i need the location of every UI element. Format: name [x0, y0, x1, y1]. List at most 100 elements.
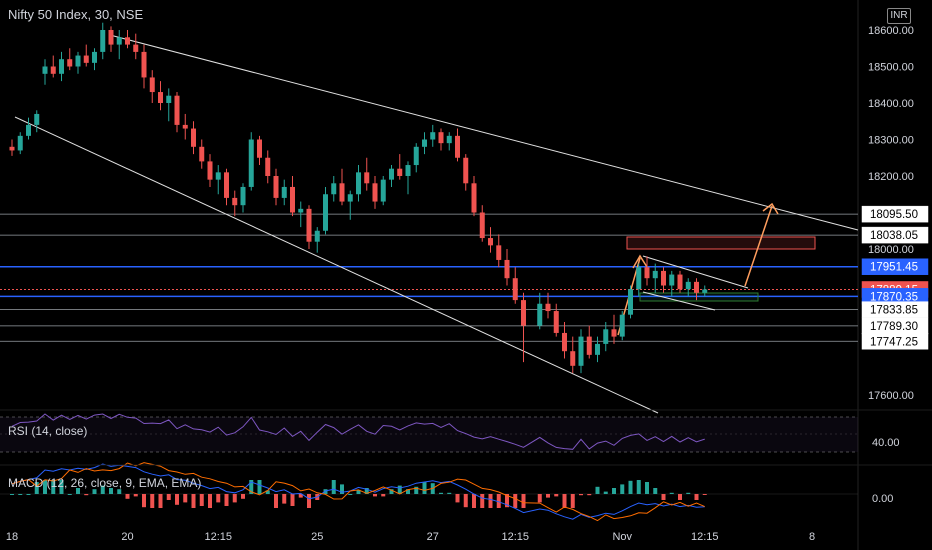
macd-histogram-bar: [199, 494, 204, 506]
candle-body: [512, 278, 518, 301]
candle-body: [125, 37, 130, 45]
macd-histogram-bar: [373, 494, 377, 497]
candle-body: [521, 300, 526, 326]
macd-histogram-bar: [241, 494, 245, 499]
y-tick-label: 18300.00: [868, 135, 914, 147]
macd-histogram-bar: [661, 494, 666, 500]
candle-body: [537, 303, 543, 326]
macd-histogram-bar: [636, 480, 641, 494]
y-tick-label: 18400.00: [868, 98, 914, 110]
price-badge: [861, 258, 929, 275]
macd-histogram-bar: [298, 494, 303, 498]
candle-body: [42, 66, 48, 74]
macd-histogram-bar: [554, 494, 559, 497]
candle-body: [578, 336, 584, 366]
candle-body: [603, 329, 609, 344]
flag-lower-line: [642, 291, 716, 311]
candle-body: [67, 59, 73, 67]
macd-histogram-bar: [480, 494, 485, 508]
macd-histogram-bar: [579, 494, 583, 496]
candle-body: [248, 139, 254, 187]
candle-body: [240, 186, 246, 206]
macd-histogram-bar: [100, 485, 105, 494]
macd-histogram-bar: [678, 494, 682, 500]
macd-label[interactable]: MACD (12, 26, close, 9, EMA, EMA): [8, 476, 202, 490]
candle-body: [207, 161, 213, 180]
candle-body: [273, 176, 279, 198]
macd-histogram-bar: [43, 480, 47, 494]
macd-histogram-bar: [422, 482, 427, 494]
macd-histogram-bar: [331, 480, 336, 494]
macd-histogram-bar: [290, 494, 295, 506]
candle-body: [347, 194, 353, 202]
candle-body: [611, 329, 617, 337]
macd-histogram-bar: [51, 480, 56, 494]
candle-body: [149, 77, 155, 93]
macd-histogram-bar: [537, 494, 542, 503]
macd-histogram-bar: [26, 494, 31, 495]
macd-histogram-bar: [18, 494, 23, 495]
candle-body: [397, 168, 403, 176]
macd-histogram-bar: [406, 489, 410, 494]
macd-histogram-bar: [686, 492, 691, 494]
candle-body: [265, 157, 271, 176]
macd-histogram-bar: [389, 489, 394, 494]
macd-histogram-bar: [257, 480, 262, 494]
candle-body: [595, 343, 600, 355]
macd-histogram-bar: [109, 488, 113, 494]
macd-histogram-bar: [150, 494, 155, 508]
macd-histogram-bar: [521, 494, 526, 508]
candle-body: [463, 157, 469, 184]
macd-histogram-bar: [414, 486, 419, 494]
candle-body: [669, 274, 675, 286]
macd-histogram-bar: [265, 490, 270, 494]
macd-histogram-bar: [142, 494, 146, 508]
macd-histogram-bar: [10, 494, 14, 495]
lower-trendline: [14, 116, 659, 414]
macd-histogram-bar: [92, 489, 97, 494]
x-tick-label: 12:15: [204, 531, 232, 543]
candle-body: [59, 59, 64, 74]
candle-body: [628, 289, 633, 315]
x-tick-label: 8: [809, 531, 815, 543]
candle-body: [92, 51, 97, 63]
macd-histogram-bar: [496, 494, 501, 508]
macd-histogram-bar: [356, 490, 361, 494]
y-tick-label: 18500.00: [868, 62, 914, 74]
macd-histogram-bar: [612, 488, 616, 494]
x-tick-label: Nov: [612, 531, 632, 543]
price-badge-label: 17870.35: [870, 291, 918, 303]
macd-histogram-bar: [397, 485, 402, 494]
rsi-value-label: 40.00: [872, 437, 900, 449]
price-badge: [861, 333, 929, 350]
macd-histogram-bar: [645, 482, 649, 494]
macd-histogram-bar: [307, 494, 311, 508]
price-badge-label: 17789.30: [870, 321, 918, 333]
macd-histogram-bar: [158, 494, 163, 508]
candle-body: [108, 30, 114, 45]
rsi-label[interactable]: RSI (14, close): [8, 424, 88, 438]
macd-histogram-bar: [282, 494, 287, 504]
candle-body: [413, 146, 419, 166]
flag-upper-line: [642, 255, 749, 289]
macd-histogram-bar: [216, 494, 221, 503]
currency-badge[interactable]: INR: [887, 8, 911, 24]
candle-body: [504, 259, 510, 279]
candle-body: [438, 132, 444, 144]
support-zone: [639, 292, 759, 302]
candle-body: [17, 135, 23, 151]
macd-histogram-bar: [694, 494, 699, 500]
macd-histogram-bar: [455, 494, 460, 503]
candle-body: [323, 194, 328, 231]
x-tick-label: 18: [6, 531, 18, 543]
candle-body: [496, 245, 502, 260]
candle-body: [479, 212, 485, 239]
chart-title: Nifty 50 Index, 30, NSE: [8, 7, 144, 22]
price-badge-label: 17747.25: [870, 336, 918, 348]
macd-histogram-bar: [59, 480, 64, 494]
macd-histogram-bar: [175, 494, 179, 505]
candle-body: [314, 230, 320, 242]
price-badge-label: 18038.05: [870, 230, 918, 242]
macd-histogram-bar: [34, 482, 39, 494]
